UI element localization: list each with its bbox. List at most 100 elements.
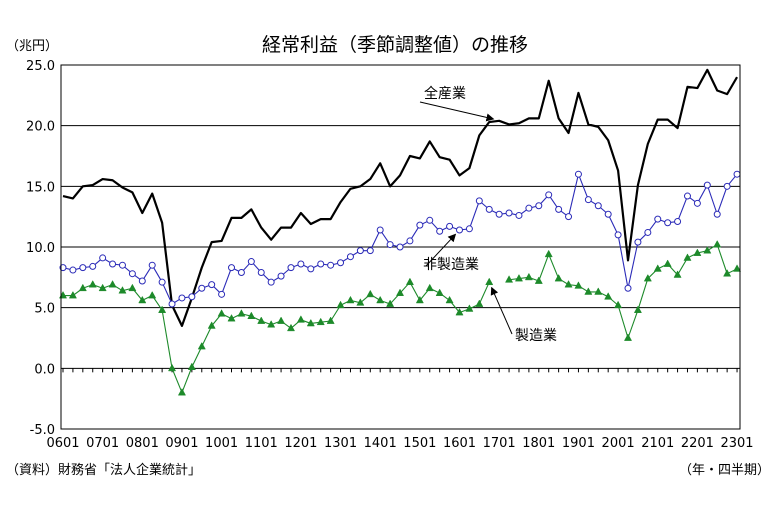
data-point (88, 280, 97, 288)
data-point (515, 211, 523, 219)
data-point (495, 210, 503, 218)
data-point (158, 278, 166, 286)
y-tick-label: 20.0 (26, 120, 55, 135)
data-point (425, 283, 434, 292)
data-point (277, 272, 285, 280)
data-point (69, 266, 77, 274)
data-point (693, 248, 702, 256)
x-tick-label: 1101 (245, 436, 278, 451)
y-tick-label: -5.0 (30, 423, 55, 438)
data-point (436, 227, 444, 235)
data-point (218, 290, 226, 298)
data-point (633, 305, 642, 313)
data-point (257, 316, 266, 324)
data-point (138, 277, 146, 285)
data-point (306, 318, 315, 327)
data-point (198, 284, 206, 292)
data-point (623, 333, 633, 341)
data-point (316, 317, 325, 326)
data-point (594, 287, 603, 295)
x-axis-tick-labels: 0601 0701 0801 0901 1001 1101 1201 1301 1401 1501… (46, 436, 753, 451)
data-point (673, 270, 682, 278)
data-point (197, 341, 206, 350)
annotation-label: 非製造業 (423, 257, 479, 273)
data-point (168, 300, 176, 308)
data-point (475, 197, 483, 205)
x-tick-label: 1001 (205, 436, 238, 451)
data-point (277, 316, 286, 324)
data-point (138, 295, 147, 304)
data-point (683, 253, 692, 261)
data-point (544, 249, 553, 258)
x-tick-label: 2101 (641, 436, 674, 451)
x-tick-label: 1201 (284, 436, 317, 451)
data-point (505, 209, 513, 217)
data-point (148, 291, 157, 299)
x-tick-label: 0701 (86, 436, 119, 451)
x-tick-label: 0601 (46, 436, 79, 451)
data-point (703, 246, 712, 254)
data-point (534, 276, 543, 284)
data-point (168, 363, 177, 372)
data-point (307, 265, 315, 273)
data-point (128, 283, 137, 292)
data-point (584, 287, 593, 295)
data-point (406, 237, 414, 245)
data-point (237, 309, 246, 317)
data-point (98, 283, 107, 292)
data-point (524, 272, 533, 281)
data-point (356, 247, 364, 255)
series-1 (59, 170, 741, 308)
annotation-arrow (425, 233, 457, 267)
data-point (118, 261, 126, 269)
data-point (58, 291, 68, 299)
y-tick-label: 15.0 (26, 180, 55, 195)
data-point (386, 299, 395, 307)
y-tick-label: 10.0 (26, 241, 55, 256)
data-point (604, 210, 612, 218)
data-point (108, 280, 117, 288)
data-point (584, 196, 592, 204)
x-tick-label: 2301 (720, 436, 753, 451)
data-point (564, 280, 573, 288)
data-point (574, 281, 583, 289)
data-point (644, 228, 652, 236)
series-2 (58, 240, 742, 396)
data-point (99, 254, 107, 262)
data-point (485, 205, 493, 213)
data-point (614, 231, 622, 239)
y-axis-tick-labels: 25.0 20.0 15.0 10.0 5.0 0.0 -5.0 (26, 59, 55, 438)
x-tick-label: 2201 (681, 436, 714, 451)
data-point (237, 268, 245, 276)
data-point (217, 309, 226, 317)
data-point (366, 289, 375, 298)
data-point (554, 274, 563, 282)
data-point (555, 205, 563, 213)
data-point (227, 314, 236, 322)
data-point (376, 226, 384, 234)
data-point (187, 362, 196, 370)
y-tick-label: 5.0 (34, 302, 55, 317)
data-point (455, 226, 463, 234)
data-point (445, 295, 454, 304)
data-point (465, 304, 474, 312)
x-tick-label: 1801 (522, 436, 555, 451)
data-point (78, 283, 87, 292)
data-point (128, 270, 136, 278)
data-point (326, 316, 335, 324)
data-point (207, 321, 216, 329)
data-point (386, 241, 394, 249)
data-point (177, 388, 186, 396)
data-point (475, 299, 484, 307)
data-point (405, 277, 414, 286)
annotation-arrow (490, 286, 513, 335)
x-tick-label: 0901 (165, 436, 198, 451)
data-point (416, 221, 424, 229)
data-point (257, 268, 265, 276)
data-point (713, 210, 721, 218)
series-0 (62, 68, 738, 327)
data-point (356, 298, 365, 306)
data-point (346, 253, 354, 261)
